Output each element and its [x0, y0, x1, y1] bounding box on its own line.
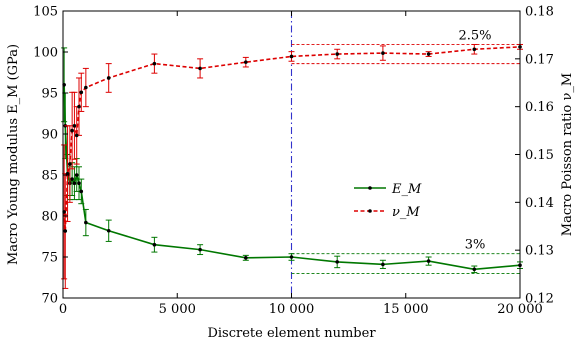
x-tick-label: 0	[59, 302, 67, 317]
data-point	[381, 262, 385, 267]
data-point	[84, 85, 88, 90]
y-left-tick-label: 105	[33, 5, 58, 20]
y-right-tick-label: 0.16	[525, 100, 554, 115]
y-right-tick-label: 0.15	[525, 148, 554, 163]
y-left-tick-label: 95	[41, 87, 58, 102]
data-point	[79, 189, 84, 194]
y-left-tick-label: 85	[41, 169, 58, 184]
y-right-tick-label: 0.12	[525, 292, 554, 307]
data-point	[84, 220, 88, 225]
y-left-tick-label: 80	[41, 210, 58, 225]
data-point	[72, 124, 77, 128]
data-point	[106, 228, 111, 233]
y-left-tick-label: 70	[41, 292, 58, 307]
data-point	[70, 128, 74, 133]
data-point	[244, 60, 248, 64]
data-point	[152, 61, 157, 66]
series-line	[63, 46, 521, 232]
data-point	[289, 54, 294, 59]
series-line	[63, 84, 521, 271]
data-point	[472, 267, 477, 272]
data-point	[381, 51, 385, 55]
band-label-poisson: 2.5%	[458, 28, 491, 43]
series-layer	[61, 43, 523, 289]
legend-label-nu-m: ν_M	[392, 205, 420, 220]
legend-marker-nu-m	[368, 209, 372, 213]
y-axis-left-label: Macro Young modulus E_M (GPa)	[6, 44, 21, 265]
data-point	[426, 52, 431, 56]
band-layer	[291, 44, 520, 274]
data-point	[77, 181, 81, 185]
x-tick-label: 20 000	[497, 302, 543, 317]
x-tick-label: 5 000	[159, 302, 196, 317]
data-point	[74, 133, 79, 138]
data-point	[335, 52, 340, 56]
data-point	[70, 177, 74, 181]
y-left-tick-label: 75	[41, 251, 58, 266]
y-axis-right-label: Macro Poisson ratio ν_M	[560, 73, 575, 236]
data-point	[426, 259, 431, 263]
series-nu-m	[61, 43, 523, 289]
y-right-tick-label: 0.14	[525, 196, 554, 211]
data-point	[74, 173, 79, 177]
tick-layer: 0 5 000 10 000 15 000 20 000 70 75 80 85 90 95 100 1…	[33, 5, 554, 318]
data-point	[244, 256, 248, 260]
y-right-tick-label: 0.18	[525, 5, 554, 20]
data-point	[152, 242, 157, 247]
y-left-tick-label: 90	[41, 128, 58, 143]
data-point	[72, 181, 77, 185]
data-point	[106, 76, 111, 80]
data-point	[289, 255, 294, 259]
legend-marker-e-m	[368, 186, 372, 190]
legend: E_M ν_M	[354, 182, 422, 220]
data-point	[198, 66, 202, 71]
legend-label-e-m: E_M	[391, 182, 422, 197]
data-point	[198, 247, 202, 252]
x-tick-label: 10 000	[269, 302, 315, 317]
x-tick-label: 15 000	[383, 302, 429, 317]
series-e-m	[61, 47, 523, 274]
band-label-young: 3%	[465, 238, 486, 253]
data-point	[472, 47, 477, 52]
data-point	[335, 260, 340, 264]
y-left-tick-label: 100	[33, 46, 58, 61]
data-point	[68, 162, 72, 166]
y-right-tick-label: 0.17	[525, 52, 554, 67]
x-axis-label: Discrete element number	[207, 326, 376, 341]
data-point	[79, 90, 84, 95]
data-point	[63, 229, 68, 233]
y-right-tick-label: 0.13	[525, 244, 554, 259]
data-point	[77, 104, 81, 109]
